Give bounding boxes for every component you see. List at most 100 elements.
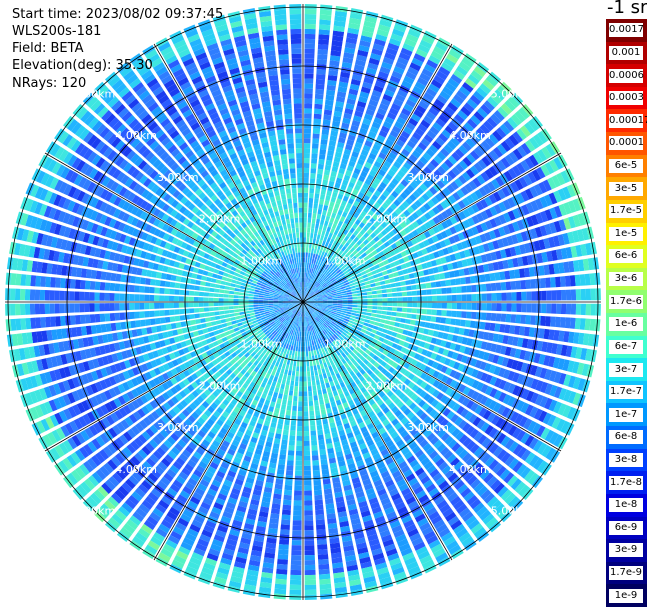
range-gate-cell xyxy=(123,404,132,415)
range-gate-cell xyxy=(311,319,315,325)
range-gate-cell xyxy=(496,449,507,461)
range-gate-cell xyxy=(538,239,546,250)
range-gate-cell xyxy=(323,285,329,290)
range-gate-cell xyxy=(170,377,178,386)
range-gate-cell xyxy=(389,262,396,268)
range-gate-cell xyxy=(304,475,312,481)
range-gate-cell xyxy=(380,314,387,320)
range-gate-cell xyxy=(441,220,449,229)
range-gate-cell xyxy=(423,429,433,438)
range-gate-cell xyxy=(464,78,477,89)
range-gate-cell xyxy=(240,362,247,369)
range-gate-cell xyxy=(514,269,521,279)
range-gate-cell xyxy=(289,589,302,595)
range-gate-cell xyxy=(87,475,99,487)
range-gate-cell xyxy=(326,89,336,96)
range-gate-cell xyxy=(319,9,332,16)
range-gate-cell xyxy=(444,82,457,93)
range-gate-cell xyxy=(544,223,553,235)
range-gate-cell xyxy=(374,253,381,260)
range-gate-cell xyxy=(346,289,352,293)
range-gate-cell xyxy=(304,58,315,64)
range-gate-cell xyxy=(437,165,447,175)
range-gate-cell xyxy=(193,469,203,478)
range-gate-cell xyxy=(400,429,409,438)
range-gate-cell xyxy=(353,354,359,361)
range-gate-cell xyxy=(368,275,374,281)
range-gate-cell xyxy=(469,428,479,439)
range-gate-cell xyxy=(446,287,452,294)
range-gate-cell xyxy=(531,291,537,301)
range-gate-cell xyxy=(238,398,246,405)
range-gate-cell xyxy=(395,317,401,323)
range-gate-cell xyxy=(325,312,331,316)
range-gate-cell xyxy=(473,246,481,255)
range-gate-cell xyxy=(335,242,341,248)
range-gate-cell xyxy=(445,387,453,396)
range-gate-cell xyxy=(405,71,417,81)
range-gate-cell xyxy=(231,422,240,430)
range-gate-cell xyxy=(304,292,307,298)
range-gate-cell xyxy=(395,456,405,465)
range-gate-cell xyxy=(271,396,277,403)
range-gate-cell xyxy=(370,232,377,239)
range-gate-cell xyxy=(365,376,373,383)
range-gate-cell xyxy=(551,303,557,314)
range-gate-cell xyxy=(567,231,575,244)
range-gate-cell xyxy=(357,308,363,311)
range-gate-cell xyxy=(304,53,315,59)
range-gate-cell xyxy=(357,334,363,340)
range-gate-cell xyxy=(268,358,274,364)
range-gate-cell xyxy=(348,320,354,324)
range-gate-cell xyxy=(311,293,316,297)
range-gate-cell xyxy=(447,472,459,483)
range-gate-cell xyxy=(487,353,495,363)
range-gate-cell xyxy=(372,213,379,221)
range-gate-cell xyxy=(328,331,333,337)
range-gate-cell xyxy=(412,296,418,302)
range-gate-cell xyxy=(445,218,453,227)
range-gate-cell xyxy=(397,506,408,515)
range-gate-cell xyxy=(401,447,411,456)
range-gate-cell xyxy=(243,584,257,592)
range-gate-cell xyxy=(306,277,309,283)
range-gate-cell xyxy=(104,377,112,388)
range-gate-cell xyxy=(304,530,314,536)
range-gate-cell xyxy=(265,373,271,379)
range-gate-cell xyxy=(377,107,387,116)
range-gate-cell xyxy=(485,283,492,292)
range-gate-cell xyxy=(304,520,314,526)
range-gate-cell xyxy=(495,417,505,428)
range-gate-cell xyxy=(362,305,368,309)
range-gate-cell xyxy=(404,144,413,153)
range-gate-cell xyxy=(530,378,539,390)
range-gate-cell xyxy=(351,151,360,158)
range-gate-cell xyxy=(411,367,419,375)
range-gate-cell xyxy=(283,332,288,338)
range-gate-cell xyxy=(326,226,332,233)
range-gate-cell xyxy=(281,378,287,385)
range-gate-cell xyxy=(440,256,447,264)
range-gate-cell xyxy=(321,240,326,247)
range-gate-cell xyxy=(379,414,387,423)
range-gate-cell xyxy=(273,343,278,350)
range-gate-cell xyxy=(324,231,330,237)
range-gate-cell xyxy=(403,103,414,113)
range-gate-cell xyxy=(369,126,379,134)
range-gate-cell xyxy=(397,297,403,302)
range-gate-cell xyxy=(85,385,94,396)
range-gate-cell xyxy=(417,44,430,54)
range-gate-cell xyxy=(524,404,534,416)
range-gate-cell xyxy=(328,527,339,534)
range-gate-cell xyxy=(336,291,342,295)
range-gate-cell xyxy=(378,323,385,328)
range-gate-cell xyxy=(304,554,315,561)
range-gate-cell xyxy=(577,394,586,408)
range-gate-cell xyxy=(423,134,434,143)
range-gate-cell xyxy=(361,30,374,38)
range-gate-cell xyxy=(163,425,173,435)
range-gate-cell xyxy=(406,206,415,214)
range-gate-cell xyxy=(311,248,315,254)
range-gate-cell xyxy=(346,458,355,465)
range-gate-cell xyxy=(332,258,338,264)
